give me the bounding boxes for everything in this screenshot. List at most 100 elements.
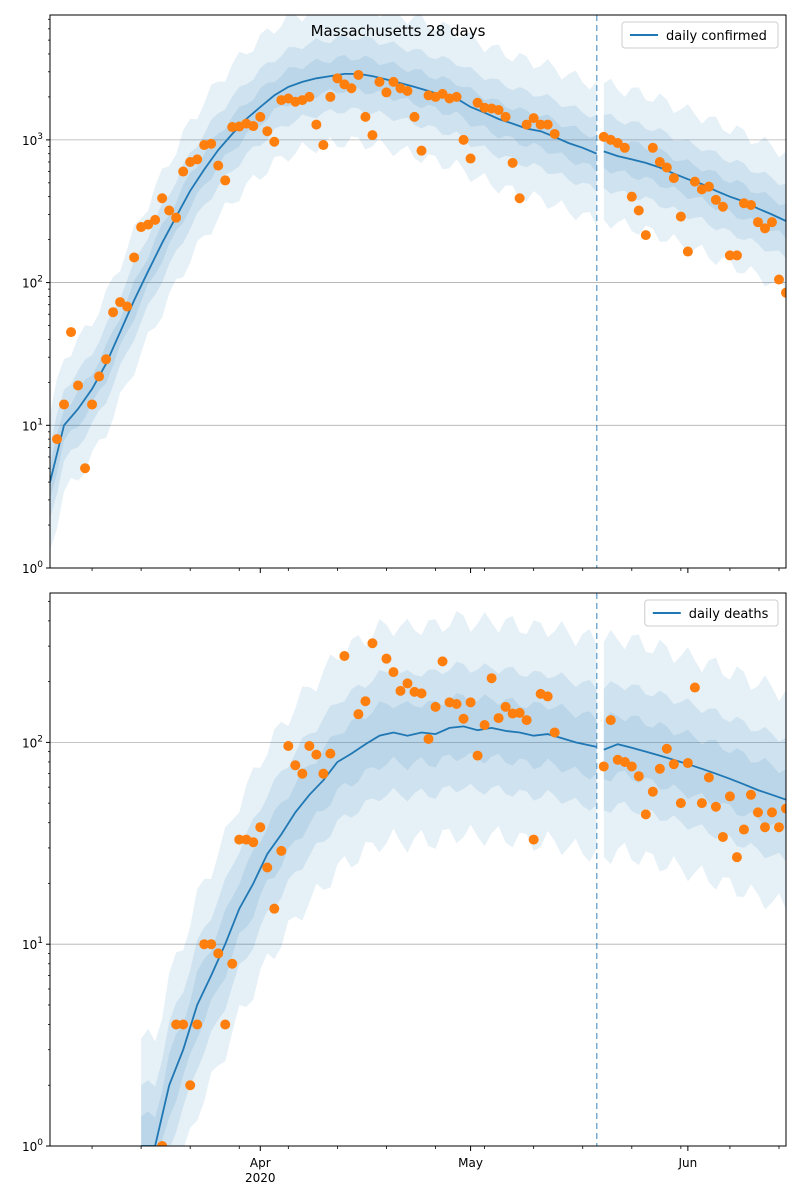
observed-point bbox=[647, 142, 658, 153]
observed-point bbox=[640, 809, 651, 820]
observed-point bbox=[171, 212, 182, 223]
observed-point bbox=[122, 301, 133, 312]
observed-point bbox=[703, 772, 714, 783]
observed-point bbox=[381, 653, 392, 664]
observed-point bbox=[416, 688, 427, 699]
observed-point bbox=[731, 250, 742, 261]
observed-point bbox=[52, 434, 63, 445]
observed-point bbox=[290, 760, 301, 771]
observed-point bbox=[759, 223, 770, 234]
legend-label: daily deaths bbox=[689, 607, 769, 622]
observed-point bbox=[633, 205, 644, 216]
observed-point bbox=[360, 696, 371, 707]
observed-point bbox=[150, 214, 161, 225]
observed-point bbox=[332, 73, 343, 84]
observed-point bbox=[472, 97, 483, 108]
x-tick-label: Apr bbox=[250, 1156, 271, 1170]
observed-point bbox=[192, 154, 203, 165]
observed-point bbox=[738, 824, 749, 835]
observed-point bbox=[227, 958, 238, 969]
confirmed-panel: 100 101 102 103 daily confirmed bbox=[22, 14, 787, 576]
observed-point bbox=[535, 119, 546, 130]
observed-point bbox=[437, 656, 448, 667]
observed-point bbox=[717, 831, 728, 842]
observed-point bbox=[472, 750, 483, 761]
x-tick-label: Jun bbox=[677, 1156, 697, 1170]
observed-point bbox=[549, 128, 560, 139]
observed-point bbox=[178, 1019, 189, 1030]
observed-point bbox=[318, 140, 329, 151]
observed-point bbox=[479, 719, 490, 730]
observed-point bbox=[521, 715, 532, 726]
observed-point bbox=[129, 252, 140, 263]
observed-point bbox=[388, 667, 399, 678]
observed-point bbox=[689, 176, 700, 187]
observed-point bbox=[325, 748, 336, 759]
observed-point bbox=[185, 1080, 196, 1091]
observed-point bbox=[493, 104, 504, 115]
observed-point bbox=[781, 287, 786, 298]
observed-point bbox=[276, 845, 287, 856]
observed-point bbox=[717, 201, 728, 212]
x-tick-label: May bbox=[458, 1156, 483, 1170]
observed-point bbox=[402, 678, 413, 689]
observed-point bbox=[731, 852, 742, 863]
observed-point bbox=[682, 246, 693, 257]
observed-point bbox=[367, 638, 378, 649]
legend-box bbox=[644, 599, 779, 627]
observed-point bbox=[374, 76, 385, 87]
observed-point bbox=[304, 740, 315, 751]
observed-point bbox=[549, 727, 560, 738]
observed-point bbox=[542, 119, 553, 130]
observed-point bbox=[220, 175, 231, 186]
observed-point bbox=[353, 709, 364, 720]
plot-area bbox=[50, 15, 786, 568]
observed-point bbox=[367, 130, 378, 141]
observed-point bbox=[234, 834, 245, 845]
observed-point bbox=[458, 713, 469, 724]
observed-point bbox=[157, 1141, 168, 1146]
observed-point bbox=[192, 1019, 203, 1030]
observed-point bbox=[171, 1019, 182, 1030]
observed-point bbox=[409, 111, 420, 122]
observed-point bbox=[353, 69, 364, 80]
observed-point bbox=[430, 701, 441, 712]
observed-point bbox=[689, 682, 700, 693]
observed-point bbox=[143, 219, 154, 230]
median-line bbox=[141, 725, 597, 1146]
observed-point bbox=[647, 786, 658, 797]
observed-point bbox=[500, 701, 511, 712]
observed-point bbox=[745, 199, 756, 210]
observed-point bbox=[507, 157, 518, 168]
observed-point bbox=[451, 698, 462, 709]
observed-point bbox=[220, 1019, 231, 1030]
observed-point bbox=[262, 126, 273, 137]
observed-point bbox=[661, 743, 672, 754]
observed-point bbox=[381, 87, 392, 98]
observed-point bbox=[206, 939, 217, 950]
observed-point bbox=[682, 758, 693, 769]
observed-point bbox=[248, 837, 259, 848]
observed-point bbox=[766, 807, 777, 818]
observed-point bbox=[612, 138, 623, 149]
y-tick-label: 103 bbox=[22, 132, 43, 148]
observed-point bbox=[781, 803, 786, 814]
observed-point bbox=[668, 759, 679, 770]
y-tick-label: 101 bbox=[22, 936, 43, 952]
observed-point bbox=[675, 211, 686, 222]
axes-frame bbox=[49, 14, 787, 569]
observed-point bbox=[101, 354, 112, 365]
observed-point bbox=[654, 763, 665, 774]
observed-point bbox=[297, 768, 308, 779]
observed-point bbox=[514, 193, 525, 204]
observed-point bbox=[773, 274, 784, 285]
observed-point bbox=[493, 713, 504, 724]
observed-point bbox=[766, 217, 777, 228]
y-tick-label: 102 bbox=[22, 734, 43, 750]
observed-point bbox=[80, 463, 91, 474]
observed-point bbox=[318, 768, 329, 779]
past-uncertainty-band bbox=[50, 34, 597, 519]
observed-point bbox=[724, 791, 735, 802]
observed-point bbox=[465, 153, 476, 164]
